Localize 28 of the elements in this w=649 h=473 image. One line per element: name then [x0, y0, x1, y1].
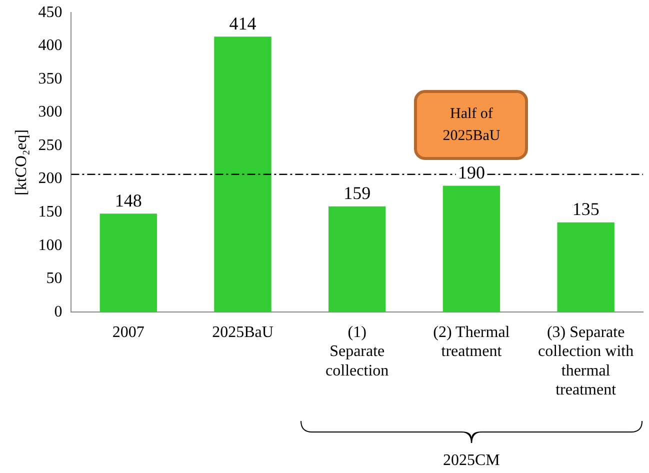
x-tick-label: (1) Separate collection: [326, 324, 389, 380]
bar: [214, 36, 272, 312]
data-label: 414: [229, 13, 256, 34]
bar: [557, 222, 614, 312]
text: 2025CM: [443, 452, 500, 470]
x-tick-label: (2) Thermal treatment: [433, 324, 510, 360]
y-tick-label: 0: [54, 303, 62, 320]
x-tick-label: 2007: [112, 324, 144, 342]
y-tick-label: 300: [38, 104, 62, 121]
bar: [328, 206, 386, 312]
bar: [100, 214, 157, 312]
y-tick-label: 250: [38, 136, 62, 154]
callout-box: Half of 2025BaU: [414, 90, 528, 160]
x-tick-label: 2025BaU: [212, 324, 274, 342]
y-tick-label: 150: [38, 204, 62, 221]
data-label: 190: [458, 162, 485, 182]
data-label: 148: [114, 190, 142, 210]
data-label: 135: [572, 199, 600, 220]
bar: [442, 186, 500, 312]
data-label: 159: [344, 183, 371, 204]
y-tick-label: 400: [38, 37, 62, 54]
y-tick-label: 450: [38, 4, 62, 21]
y-tick-label: 100: [38, 236, 62, 254]
y-tick-label: 200: [38, 170, 62, 188]
y-tick-label: 50: [46, 270, 62, 288]
y-tick-label: 350: [38, 70, 62, 88]
x-tick-label: (3) Separate collection with thermal treatment: [538, 324, 634, 399]
y-axis-title: [ktCO₂eq]: [12, 129, 30, 196]
